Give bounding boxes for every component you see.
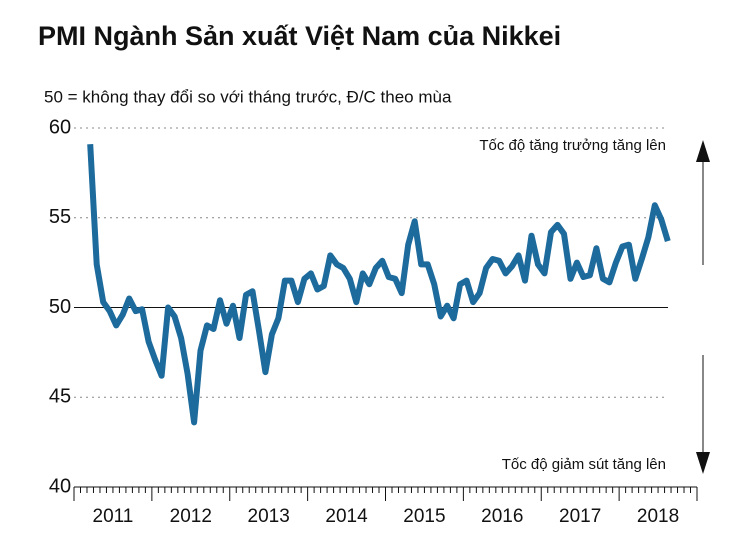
y-tick-label: 45 <box>49 386 71 408</box>
arrow-up <box>696 140 710 265</box>
x-tick-label: 2014 <box>325 506 368 527</box>
x-tick-label: 2017 <box>559 506 601 527</box>
arrow-down <box>696 355 710 474</box>
x-tick-label: 2016 <box>481 506 523 527</box>
y-tick-label: 50 <box>49 296 71 318</box>
subtitle: 50 = không thay đổi so với tháng trước, … <box>44 87 452 106</box>
y-tick-label: 55 <box>49 206 71 228</box>
x-tick-label: 2015 <box>403 506 445 527</box>
data-line <box>87 144 671 426</box>
x-tick-label: 2018 <box>637 506 679 527</box>
chart-title: PMI Ngành Sản xuất Việt Nam của Nikkei <box>38 21 561 51</box>
x-tick-label: 2012 <box>170 506 212 527</box>
annotation: Tốc độ giảm sút tăng lên <box>502 456 666 473</box>
y-tick-label: 60 <box>49 116 71 138</box>
y-tick-label: 40 <box>49 475 71 497</box>
x-tick-label: 2013 <box>248 506 290 527</box>
annotation: Tốc độ tăng trưởng tăng lên <box>479 137 666 154</box>
x-tick-label: 2011 <box>93 506 134 527</box>
